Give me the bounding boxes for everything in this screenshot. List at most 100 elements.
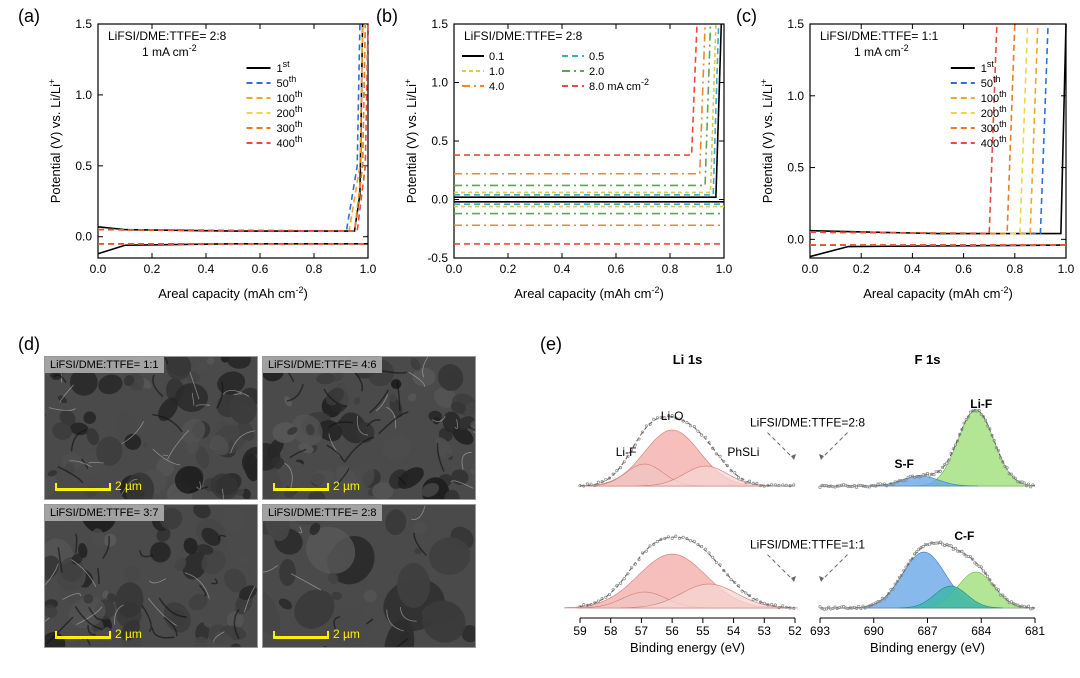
svg-text:2.0: 2.0 bbox=[589, 66, 604, 78]
svg-text:F 1s: F 1s bbox=[914, 352, 940, 367]
svg-text:57: 57 bbox=[635, 624, 649, 638]
chart-c: 0.00.20.40.60.81.00.00.51.01.5Areal capa… bbox=[758, 6, 1074, 306]
svg-text:0.5: 0.5 bbox=[589, 51, 604, 63]
svg-text:1.0: 1.0 bbox=[431, 76, 448, 90]
sem-tile-2-scale: 2 µm bbox=[273, 473, 360, 491]
svg-text:53: 53 bbox=[758, 624, 772, 638]
svg-text:C-F: C-F bbox=[954, 529, 974, 543]
svg-text:Areal capacity (mAh cm-2): Areal capacity (mAh cm-2) bbox=[158, 285, 308, 301]
svg-text:8.0 mA cm-2: 8.0 mA cm-2 bbox=[589, 77, 649, 93]
svg-text:0.1: 0.1 bbox=[489, 51, 504, 63]
svg-text:S-F: S-F bbox=[895, 457, 914, 471]
svg-text:200th: 200th bbox=[981, 104, 1007, 120]
svg-text:0.5: 0.5 bbox=[787, 161, 804, 175]
svg-text:58: 58 bbox=[604, 624, 618, 638]
svg-text:100th: 100th bbox=[277, 89, 303, 105]
xps-panel: Li 1s F 1s Li-O Li-F PhSLi Li-F S-F C-F LiFSI/DM… bbox=[560, 350, 1060, 670]
svg-text:Binding energy (eV): Binding energy (eV) bbox=[870, 640, 985, 655]
svg-text:0.4: 0.4 bbox=[554, 262, 571, 276]
sem-tile-2-label: LiFSI/DME:TTFE= 4:6 bbox=[263, 357, 382, 373]
chart-b: 0.00.20.40.60.81.0-0.50.00.51.01.5Areal … bbox=[402, 6, 732, 306]
svg-text:1st: 1st bbox=[981, 59, 995, 75]
svg-text:1.5: 1.5 bbox=[431, 17, 448, 31]
svg-text:Li-O: Li-O bbox=[661, 409, 684, 423]
svg-text:1 mA cm-2: 1 mA cm-2 bbox=[854, 43, 909, 59]
svg-text:0.5: 0.5 bbox=[75, 159, 92, 173]
svg-text:1.5: 1.5 bbox=[75, 17, 92, 31]
svg-text:0.4: 0.4 bbox=[198, 262, 215, 276]
svg-text:0.6: 0.6 bbox=[608, 262, 625, 276]
svg-text:50th: 50th bbox=[277, 74, 297, 90]
svg-text:55: 55 bbox=[696, 624, 710, 638]
svg-text:50th: 50th bbox=[981, 74, 1001, 90]
svg-text:0.0: 0.0 bbox=[802, 262, 819, 276]
svg-text:56: 56 bbox=[665, 624, 679, 638]
svg-text:0.0: 0.0 bbox=[431, 193, 448, 207]
svg-text:0.8: 0.8 bbox=[662, 262, 679, 276]
svg-text:4.0: 4.0 bbox=[489, 81, 504, 93]
svg-text:0.0: 0.0 bbox=[90, 262, 107, 276]
svg-text:Areal capacity (mAh cm-2): Areal capacity (mAh cm-2) bbox=[863, 285, 1013, 301]
sem-tile-3-scale: 2 µm bbox=[55, 621, 142, 639]
svg-text:1st: 1st bbox=[277, 59, 291, 75]
svg-text:Li 1s: Li 1s bbox=[673, 352, 703, 367]
svg-text:Li-F: Li-F bbox=[616, 445, 637, 459]
svg-text:687: 687 bbox=[917, 624, 937, 638]
svg-text:0.0: 0.0 bbox=[446, 262, 463, 276]
sem-tile-3: LiFSI/DME:TTFE= 3:7 2 µm bbox=[44, 504, 258, 648]
svg-text:1.0: 1.0 bbox=[716, 262, 732, 276]
sem-tile-1-label: LiFSI/DME:TTFE= 1:1 bbox=[45, 357, 164, 373]
chart-a: 0.0 0.2 0.4 0.6 0.8 1.0 0.0 0.5 1.0 1.5 Areal capa… bbox=[46, 6, 376, 306]
svg-text:0.0: 0.0 bbox=[75, 230, 92, 244]
svg-text:684: 684 bbox=[971, 624, 991, 638]
svg-text:0.2: 0.2 bbox=[500, 262, 517, 276]
svg-text:Potential (V) vs. Li/Li+: Potential (V) vs. Li/Li+ bbox=[759, 79, 775, 203]
svg-text:Areal capacity (mAh cm-2): Areal capacity (mAh cm-2) bbox=[514, 285, 664, 301]
svg-text:681: 681 bbox=[1025, 624, 1045, 638]
svg-text:Li-F: Li-F bbox=[970, 397, 992, 411]
sem-tile-1-scale: 2 µm bbox=[55, 473, 142, 491]
svg-text:LiFSI/DME:TTFE=2:8: LiFSI/DME:TTFE=2:8 bbox=[750, 416, 865, 430]
svg-text:Potential (V) vs. Li/Li+: Potential (V) vs. Li/Li+ bbox=[47, 79, 63, 203]
panel-label-e: (e) bbox=[540, 334, 562, 355]
svg-text:52: 52 bbox=[788, 624, 802, 638]
svg-text:LiFSI/DME:TTFE= 2:8: LiFSI/DME:TTFE= 2:8 bbox=[464, 29, 583, 43]
svg-text:0.6: 0.6 bbox=[252, 262, 269, 276]
svg-text:LiFSI/DME:TTFE= 2:8: LiFSI/DME:TTFE= 2:8 bbox=[108, 29, 227, 43]
svg-text:400th: 400th bbox=[277, 134, 303, 150]
sem-tile-4: LiFSI/DME:TTFE= 2:8 2 µm bbox=[262, 504, 476, 648]
svg-text:0.2: 0.2 bbox=[144, 262, 161, 276]
svg-text:LiFSI/DME:TTFE=1:1: LiFSI/DME:TTFE=1:1 bbox=[750, 538, 865, 552]
svg-text:59: 59 bbox=[573, 624, 587, 638]
svg-text:0.4: 0.4 bbox=[904, 262, 921, 276]
svg-text:54: 54 bbox=[727, 624, 741, 638]
sem-tile-3-label: LiFSI/DME:TTFE= 3:7 bbox=[45, 505, 164, 521]
panel-label-c: (c) bbox=[736, 6, 757, 27]
panel-label-d: (d) bbox=[18, 334, 40, 355]
svg-text:1.0: 1.0 bbox=[787, 89, 804, 103]
svg-text:1.0: 1.0 bbox=[360, 262, 376, 276]
svg-text:PhSLi: PhSLi bbox=[727, 445, 759, 459]
svg-text:Binding energy (eV): Binding energy (eV) bbox=[630, 640, 745, 655]
panel-label-a: (a) bbox=[18, 6, 40, 27]
svg-text:1.5: 1.5 bbox=[787, 17, 804, 31]
svg-text:0.6: 0.6 bbox=[955, 262, 972, 276]
svg-text:0.8: 0.8 bbox=[1006, 262, 1023, 276]
svg-text:1.0: 1.0 bbox=[489, 66, 504, 78]
svg-text:1 mA cm-2: 1 mA cm-2 bbox=[142, 43, 197, 59]
svg-text:LiFSI/DME:TTFE= 1:1: LiFSI/DME:TTFE= 1:1 bbox=[820, 29, 939, 43]
svg-text:1.0: 1.0 bbox=[75, 88, 92, 102]
sem-tile-2: LiFSI/DME:TTFE= 4:6 2 µm bbox=[262, 356, 476, 500]
svg-text:400th: 400th bbox=[981, 134, 1007, 150]
sem-tile-4-scale: 2 µm bbox=[273, 621, 360, 639]
svg-text:0.0: 0.0 bbox=[787, 232, 804, 246]
svg-text:0.5: 0.5 bbox=[431, 134, 448, 148]
svg-text:Potential (V) vs. Li/Li+: Potential (V) vs. Li/Li+ bbox=[403, 79, 419, 203]
svg-text:693: 693 bbox=[810, 624, 830, 638]
svg-text:0.2: 0.2 bbox=[853, 262, 870, 276]
svg-text:300th: 300th bbox=[277, 119, 303, 135]
svg-text:0.8: 0.8 bbox=[306, 262, 323, 276]
panel-label-b: (b) bbox=[376, 6, 398, 27]
svg-text:690: 690 bbox=[864, 624, 884, 638]
svg-text:-0.5: -0.5 bbox=[427, 251, 448, 265]
